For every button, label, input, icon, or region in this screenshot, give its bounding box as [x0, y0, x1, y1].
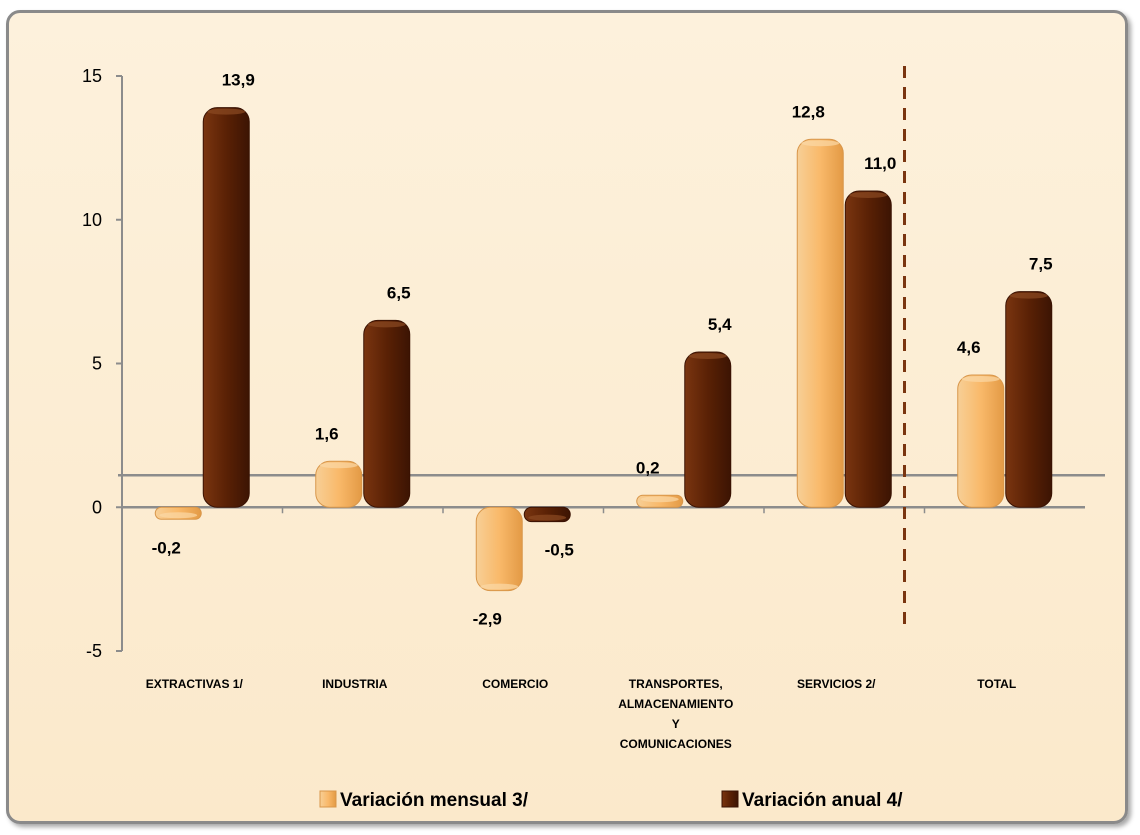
category-label: COMERCIO: [482, 677, 548, 691]
bar-anual-1: [363, 319, 411, 508]
category-label: Y: [672, 717, 680, 731]
legend-swatch-mensual: [319, 790, 337, 808]
bar-mensual-5: [957, 374, 1005, 508]
data-label-anual-0: 13,9: [222, 71, 255, 90]
chart-frame: [6, 10, 1128, 824]
bar-cap: [849, 192, 888, 198]
bar-cap: [480, 583, 519, 590]
data-label-anual-4: 11,0: [864, 154, 896, 173]
data-label-anual-5: 7,5: [1029, 255, 1053, 274]
bar-cap: [1009, 292, 1048, 299]
y-tick-label: 10: [82, 210, 102, 230]
data-label-anual-1: 6,5: [387, 283, 411, 302]
bar-cap: [640, 496, 679, 503]
bar-anual-5: [1005, 291, 1053, 508]
bar-cap: [961, 376, 1000, 382]
bar-anual-3: [684, 351, 732, 508]
category-label: INDUSTRIA: [322, 677, 388, 691]
bar-mensual-4: [796, 138, 844, 508]
y-tick-label: 0: [92, 497, 102, 517]
y-tick-label: 15: [82, 66, 102, 86]
bar-mensual-1: [315, 460, 363, 508]
data-label-anual-2: -0,5: [545, 541, 574, 560]
bar-cap: [207, 108, 246, 115]
bar-cap: [528, 514, 567, 521]
y-tick-label: 5: [92, 354, 102, 374]
legend-label-anual: Variación anual 4/: [742, 790, 903, 811]
bar-mensual-2: [475, 506, 523, 592]
legend-swatch-anual: [721, 790, 739, 808]
bar-anual-0: [202, 107, 250, 508]
bar-cap: [159, 512, 198, 519]
category-label: TOTAL: [977, 677, 1016, 691]
data-label-mensual-1: 1,6: [315, 424, 339, 443]
bar-anual-4: [844, 190, 892, 508]
data-label-mensual-3: 0,2: [636, 458, 660, 477]
data-label-anual-3: 5,4: [708, 315, 732, 334]
legend-label-mensual: Variación mensual 3/: [340, 790, 529, 811]
bar-cap: [367, 321, 406, 328]
category-label: ALMACENAMIENTO: [618, 697, 733, 711]
data-label-mensual-2: -2,9: [473, 610, 502, 629]
bar-cap: [319, 462, 358, 469]
category-label: SERVICIOS 2/: [797, 677, 876, 691]
bar-cap: [688, 353, 727, 359]
y-tick-label: -5: [86, 641, 102, 661]
bar-cap: [801, 140, 840, 147]
data-label-mensual-0: -0,2: [152, 538, 181, 557]
data-label-mensual-4: 12,8: [792, 102, 825, 121]
category-label: TRANSPORTES,: [629, 677, 723, 691]
category-label: EXTRACTIVAS 1/: [146, 677, 244, 691]
category-label: COMUNICACIONES: [620, 737, 732, 751]
data-label-mensual-5: 4,6: [957, 338, 981, 357]
